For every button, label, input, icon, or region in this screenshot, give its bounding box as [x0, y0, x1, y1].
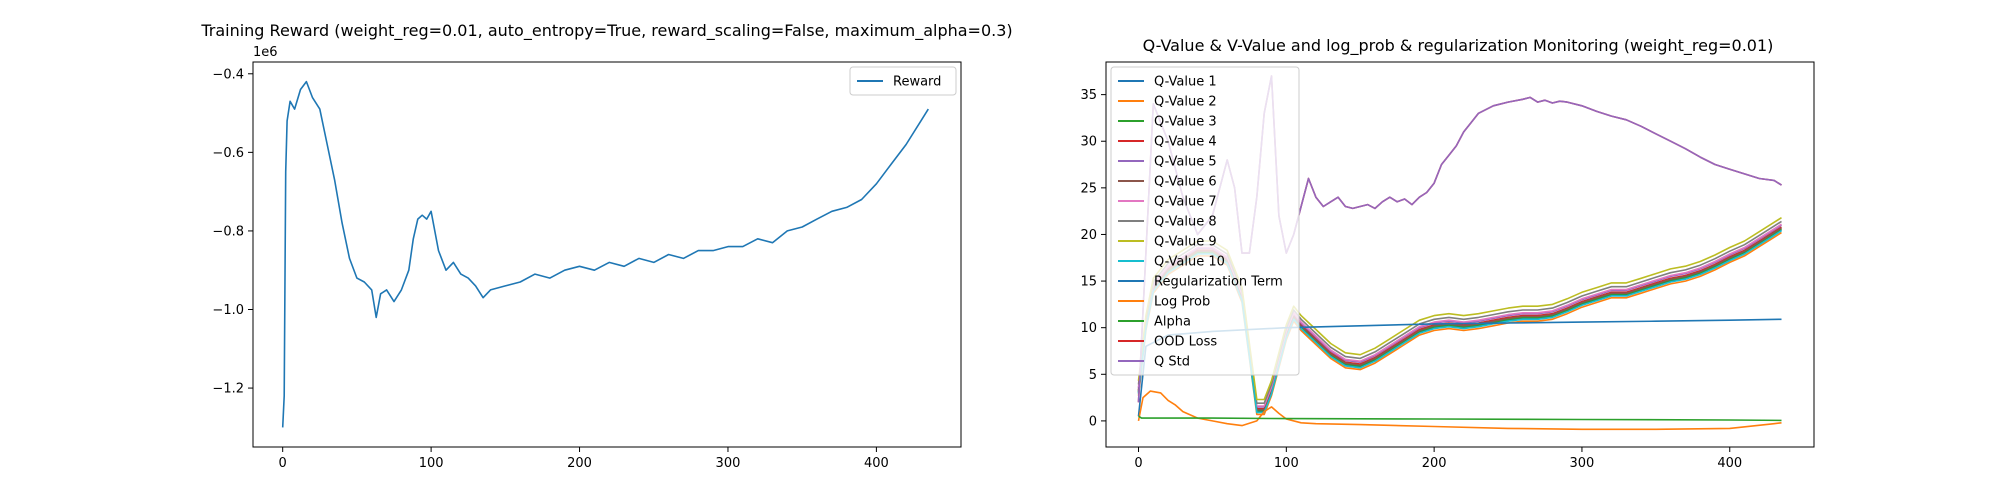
x-tick-label: 300 — [1570, 456, 1595, 471]
legend-label: Q-Value 5 — [1154, 155, 1217, 170]
legend-label: Q-Value 1 — [1154, 75, 1217, 90]
legend-label: Q-Value 7 — [1154, 195, 1217, 210]
legend-label: Q-Value 9 — [1154, 235, 1217, 250]
q-value-monitoring-chart: Q-Value & V-Value and log_prob & regular… — [1080, 36, 1815, 471]
legend-label: Q-Value 4 — [1154, 135, 1217, 150]
y-tick-label: −1.2 — [212, 382, 244, 397]
x-tick-label: 100 — [419, 456, 444, 471]
legend-label: Q-Value 10 — [1154, 255, 1225, 270]
y-tick-label: −0.8 — [212, 224, 244, 239]
y-tick-label: −0.6 — [212, 146, 244, 161]
x-tick-label: 0 — [279, 456, 287, 471]
series-line-reward — [281, 80, 929, 428]
x-tick-label: 400 — [1717, 456, 1742, 471]
legend-label: Alpha — [1154, 315, 1191, 330]
y-axis: −1.2 −1.0 −0.8 −0.6 −0.4 — [212, 67, 253, 397]
y-tick-label: 30 — [1080, 135, 1097, 150]
legend-box — [849, 66, 957, 96]
x-tick-label: 100 — [1274, 456, 1299, 471]
legend: Q-Value 1 Q-Value 2 Q-Value 3 Q-Value 4 Q-Va… — [1110, 66, 1300, 376]
y-axis: 0 5 10 15 20 25 30 35 — [1080, 88, 1106, 429]
y-offset-label: 1e6 — [253, 45, 278, 60]
legend-label: Regularization Term — [1154, 275, 1283, 290]
series-line-alpha — [1138, 415, 1782, 422]
y-tick-label: 35 — [1080, 88, 1097, 103]
y-tick-label: 25 — [1080, 181, 1097, 196]
x-tick-label: 200 — [567, 456, 592, 471]
legend-label: OOD Loss — [1154, 335, 1217, 350]
legend: Reward — [849, 66, 957, 96]
y-tick-label: 15 — [1080, 275, 1097, 290]
x-tick-label: 400 — [864, 456, 889, 471]
series-line-log-prob — [1137, 390, 1782, 431]
y-tick-label: 0 — [1089, 414, 1097, 429]
legend-label: Q-Value 3 — [1154, 115, 1217, 130]
plot-frame — [252, 61, 962, 448]
plot-frame — [1105, 61, 1815, 448]
x-axis: 0 100 200 300 400 — [1134, 447, 1742, 471]
legend-label: Q Std — [1154, 355, 1190, 370]
legend-label: Q-Value 2 — [1154, 95, 1217, 110]
x-axis: 0 100 200 300 400 — [279, 447, 889, 471]
legend-box — [1110, 66, 1300, 376]
chart-title: Q-Value & V-Value and log_prob & regular… — [1143, 36, 1774, 56]
legend-label: Reward — [893, 75, 941, 90]
y-tick-label: 5 — [1089, 368, 1097, 383]
x-tick-label: 200 — [1422, 456, 1447, 471]
legend-label: Log Prob — [1154, 295, 1210, 310]
legend-label: Q-Value 8 — [1154, 215, 1217, 230]
y-tick-label: −1.0 — [212, 303, 244, 318]
y-tick-label: −0.4 — [212, 67, 244, 82]
chart-title: Training Reward (weight_reg=0.01, auto_e… — [200, 21, 1012, 41]
x-tick-label: 0 — [1134, 456, 1142, 471]
y-tick-label: 20 — [1080, 228, 1097, 243]
x-tick-label: 300 — [716, 456, 741, 471]
y-tick-label: 10 — [1080, 321, 1097, 336]
series-lines — [281, 80, 929, 428]
training-reward-chart: Training Reward (weight_reg=0.01, auto_e… — [200, 21, 1012, 471]
legend-label: Q-Value 6 — [1154, 175, 1217, 190]
